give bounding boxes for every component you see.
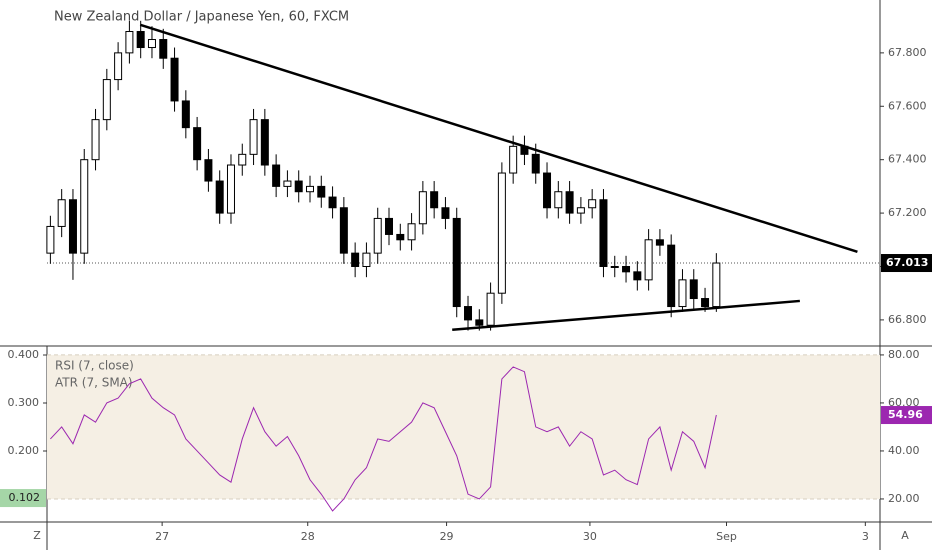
- candle-body: [576, 207, 585, 214]
- candle-body: [68, 199, 77, 254]
- last-price-box: [881, 254, 932, 273]
- candle-body: [599, 199, 608, 267]
- last-price-label: 67.013: [886, 256, 928, 269]
- y-tick-label: 66.800: [888, 313, 927, 326]
- y-tick-label: 67.200: [888, 206, 927, 219]
- x-tick-label: 29: [440, 530, 454, 543]
- x-tick-label: Sep: [716, 530, 737, 543]
- candle-body: [418, 191, 427, 225]
- chart-title: New Zealand Dollar / Japanese Yen, 60, F…: [54, 10, 349, 25]
- candle-body: [644, 239, 653, 281]
- candle-body: [565, 191, 574, 214]
- y-tick-label: 67.400: [888, 153, 927, 166]
- candle-body: [204, 159, 213, 182]
- candle-body: [385, 217, 394, 235]
- rsi-band: [47, 354, 880, 499]
- candle-body: [588, 199, 597, 209]
- candle-body: [667, 244, 676, 308]
- candle-body: [497, 172, 506, 294]
- atr-tick-label: 0.300: [8, 396, 40, 409]
- candle-body: [373, 217, 382, 254]
- candle-body: [328, 196, 337, 209]
- candle-body: [136, 31, 145, 49]
- x-tick-label: 28: [301, 530, 315, 543]
- candle-body: [655, 239, 664, 246]
- candle-body: [317, 185, 326, 198]
- left-corner-label: Z: [33, 529, 41, 542]
- candle-body: [554, 191, 563, 209]
- candle-body: [114, 52, 123, 81]
- candle-body: [159, 39, 168, 59]
- candle-body: [147, 39, 156, 49]
- candle-body: [260, 119, 269, 166]
- rsi-last-label: 54.96: [888, 408, 923, 421]
- candle-body: [80, 159, 89, 254]
- candle-body: [339, 207, 348, 254]
- candle-body: [362, 252, 371, 267]
- candle-body: [294, 180, 303, 193]
- candle-body: [441, 207, 450, 219]
- candle-body: [407, 223, 416, 241]
- candle-body: [475, 319, 484, 326]
- candle-body: [305, 185, 314, 193]
- rsi-last-box: [881, 406, 932, 425]
- y2-tick-label: 80.00: [888, 348, 920, 361]
- rsi-line: [50, 366, 717, 512]
- y-tick-label: 67.800: [888, 46, 927, 59]
- candle-body: [701, 298, 710, 308]
- candle-body: [430, 191, 439, 209]
- candle-body: [249, 119, 258, 155]
- candle-body: [509, 145, 518, 174]
- candle-body: [610, 265, 619, 268]
- atr-last-label: 0.102: [9, 491, 41, 504]
- x-tick-label: 3: [862, 530, 869, 543]
- legend-rsi: RSI (7, close): [55, 359, 134, 373]
- y2-tick-label: 40.00: [888, 444, 920, 457]
- candle-body: [57, 199, 66, 227]
- candle-body: [170, 57, 179, 102]
- candle-body: [452, 217, 461, 308]
- y-tick-label: 67.600: [888, 99, 927, 112]
- candle-body: [396, 233, 405, 241]
- candle-body: [531, 153, 540, 174]
- candle-body: [633, 271, 642, 281]
- right-corner-label: A: [901, 529, 909, 542]
- candle-body: [486, 292, 495, 326]
- candle-body: [351, 252, 360, 267]
- candle-body: [238, 153, 247, 166]
- candle-body: [125, 31, 134, 54]
- candle-body: [622, 265, 631, 273]
- candle-body: [46, 225, 55, 254]
- y2-tick-label: 60.00: [888, 396, 920, 409]
- y2-tick-label: 20.00: [888, 492, 920, 505]
- candle-body: [215, 180, 224, 214]
- under-layer: [47, 354, 880, 500]
- trendline: [452, 299, 800, 332]
- candle-body: [181, 100, 190, 129]
- legend-atr: ATR (7, SMA): [55, 376, 133, 390]
- candle-body: [689, 279, 698, 300]
- candle-body: [678, 279, 687, 308]
- x-tick-label: 27: [155, 530, 169, 543]
- candle-body: [543, 172, 552, 209]
- atr-tick-label: 0.200: [8, 444, 40, 457]
- candle-body: [226, 164, 235, 214]
- candle-body: [464, 306, 473, 321]
- candle-body: [712, 262, 721, 308]
- candle-body: [283, 180, 292, 187]
- trendline: [139, 23, 858, 253]
- atr-last-box: [0, 489, 46, 508]
- atr-tick-label: 0.400: [8, 348, 40, 361]
- candle-body: [91, 119, 100, 161]
- candle-body: [272, 164, 281, 187]
- candle-body: [102, 79, 111, 121]
- candle-body: [193, 127, 202, 161]
- x-tick-label: 30: [583, 530, 597, 543]
